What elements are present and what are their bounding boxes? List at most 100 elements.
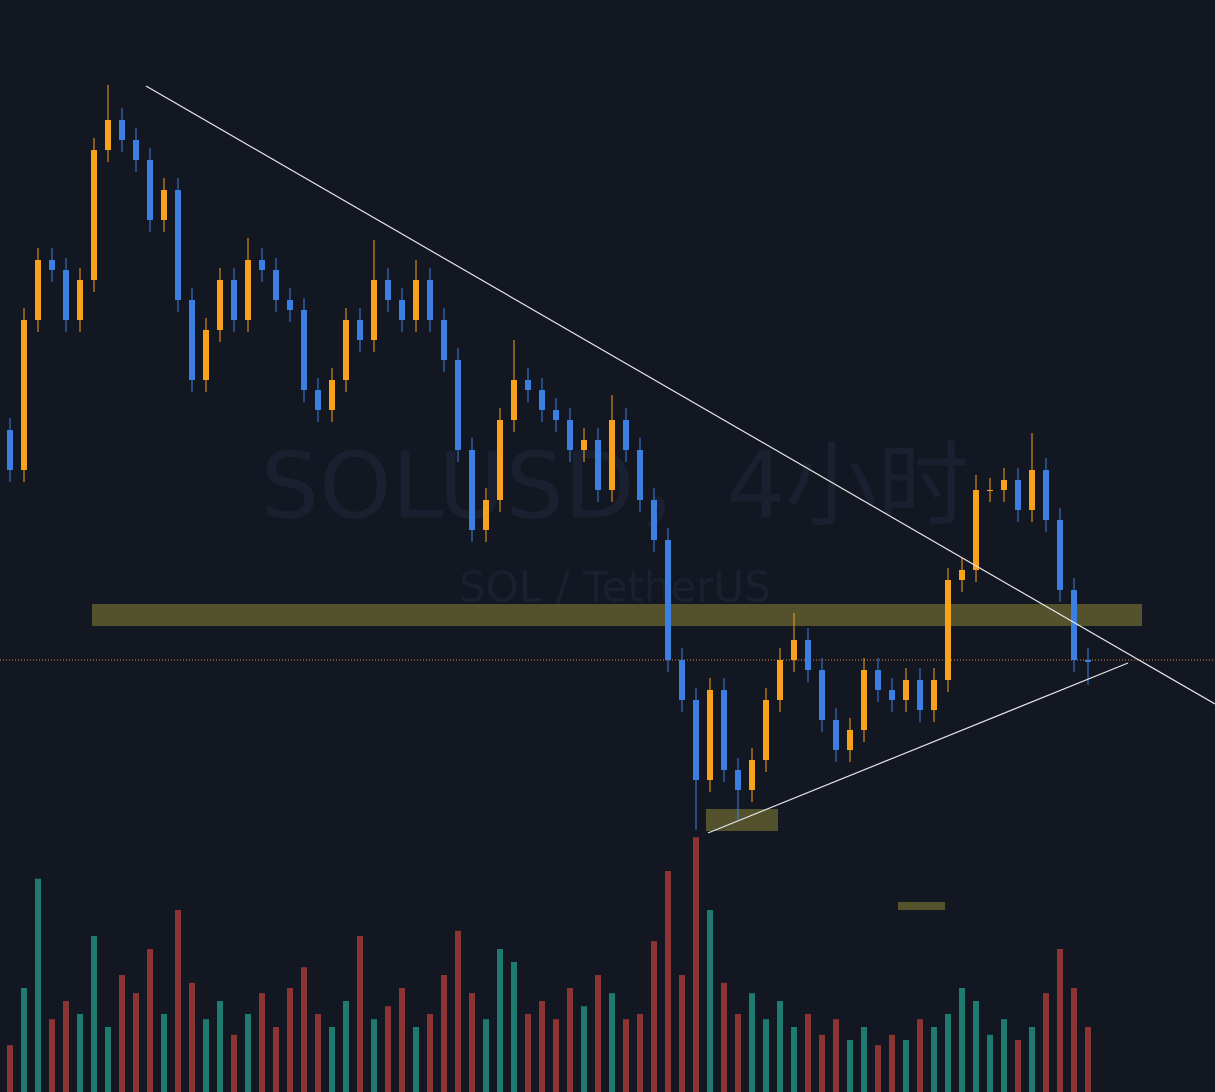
candle-body: [959, 570, 965, 580]
volume-bar: [959, 988, 965, 1092]
volume-bar: [903, 1040, 909, 1092]
zone: [92, 604, 1142, 626]
volume-bar: [371, 1019, 377, 1092]
candle-body: [735, 770, 741, 790]
candle-body: [259, 260, 265, 270]
volume-bar: [427, 1014, 433, 1092]
candle-body: [581, 440, 587, 450]
candle-body: [147, 160, 153, 220]
zone: [898, 902, 945, 910]
volume-bar: [1029, 1027, 1035, 1092]
candle-body: [875, 670, 881, 690]
volume-bar: [721, 982, 727, 1092]
volume-bar: [805, 1014, 811, 1092]
volume-bar: [63, 1001, 69, 1092]
candle-body: [455, 360, 461, 450]
volume-bar: [497, 949, 503, 1092]
candle-body: [805, 640, 811, 670]
volume-bar: [581, 1006, 587, 1092]
candle-body: [1057, 520, 1063, 590]
candle-body: [651, 500, 657, 540]
candle-body: [385, 280, 391, 300]
volume-bar: [483, 1019, 489, 1092]
candle-body: [553, 410, 559, 420]
candle-body: [1015, 480, 1021, 510]
candle-body: [483, 500, 489, 530]
candle-body: [245, 260, 251, 320]
candle-body: [595, 440, 601, 490]
volume-bar: [161, 1014, 167, 1092]
volume-bar: [875, 1045, 881, 1092]
volume-bar: [1015, 1040, 1021, 1092]
volume-bar: [861, 1027, 867, 1092]
candle-body: [301, 310, 307, 390]
volume-bar: [49, 1019, 55, 1092]
watermark-subtitle: SOL / TetherUS: [459, 563, 771, 612]
candle-body: [315, 390, 321, 410]
volume-bar: [819, 1034, 825, 1092]
volume-bar: [133, 993, 139, 1092]
volume-bar: [91, 936, 97, 1092]
volume-bar: [77, 1014, 83, 1092]
volume-bar: [1071, 988, 1077, 1092]
candle-body: [791, 640, 797, 660]
candle-body: [987, 490, 993, 491]
candle-body: [931, 680, 937, 710]
candle-body: [567, 420, 573, 450]
candle-body: [49, 260, 55, 270]
candle-body: [749, 760, 755, 790]
candle-body: [819, 670, 825, 720]
volume-bar: [399, 988, 405, 1092]
candle-body: [231, 280, 237, 320]
candle-body: [329, 380, 335, 410]
candle-body: [889, 690, 895, 700]
volume-bar: [833, 1019, 839, 1092]
candle-body: [217, 280, 223, 330]
volume-bar: [567, 988, 573, 1092]
volume-bar: [105, 1027, 111, 1092]
candle-body: [1043, 470, 1049, 520]
candle-body: [917, 680, 923, 710]
candle-body: [679, 660, 685, 700]
volume-bar: [147, 949, 153, 1092]
volume-bar: [413, 1027, 419, 1092]
candle-body: [623, 420, 629, 450]
candle-layer: [7, 85, 1091, 830]
zone: [706, 809, 778, 831]
volume-bar: [469, 993, 475, 1092]
candle-body: [693, 700, 699, 780]
candle-body: [175, 190, 181, 300]
candle-body: [189, 300, 195, 380]
candle-body: [469, 450, 475, 530]
volume-bar: [203, 1019, 209, 1092]
candle-body: [441, 320, 447, 360]
candle-body: [287, 300, 293, 310]
volume-bar: [7, 1045, 13, 1092]
volume-bar: [343, 1001, 349, 1092]
candle-body: [539, 390, 545, 410]
volume-bar: [707, 910, 713, 1092]
volume-bar: [595, 975, 601, 1092]
volume-layer: [7, 837, 1091, 1092]
trend-line: [707, 662, 1129, 834]
candle-body: [1085, 660, 1091, 662]
volume-bar: [245, 1014, 251, 1092]
candle-body: [721, 690, 727, 770]
volume-bar: [777, 1001, 783, 1092]
volume-bar: [693, 837, 699, 1092]
volume-bar: [357, 936, 363, 1092]
volume-bar: [637, 1014, 643, 1092]
volume-bar: [175, 910, 181, 1092]
volume-bar: [1043, 993, 1049, 1092]
candle-body: [903, 680, 909, 700]
candle-body: [91, 150, 97, 280]
candle-body: [63, 270, 69, 320]
candle-body: [77, 280, 83, 320]
volume-bar: [1085, 1027, 1091, 1092]
volume-bar: [259, 993, 265, 1092]
volume-bar: [189, 982, 195, 1092]
volume-bar: [21, 988, 27, 1092]
candle-body: [609, 420, 615, 490]
volume-bar: [217, 1001, 223, 1092]
